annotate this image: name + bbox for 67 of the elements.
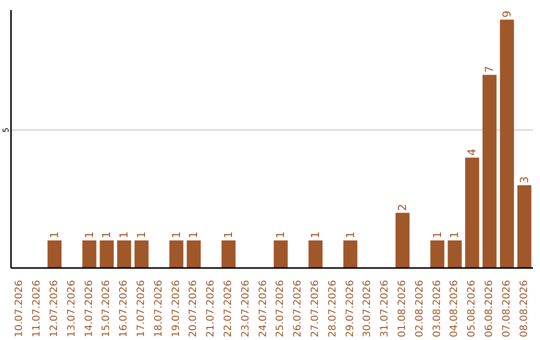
bar	[396, 212, 410, 268]
x-tick-label: 06.08.2026	[484, 280, 495, 338]
x-tick-label: 02.08.2026	[414, 280, 426, 338]
data-label: 7	[483, 66, 496, 73]
data-label: 9	[500, 10, 514, 18]
bar	[48, 240, 62, 268]
x-tick-label: 26.07.2026	[292, 280, 304, 338]
bar	[482, 74, 497, 268]
data-label: 1	[274, 231, 288, 238]
bar	[82, 240, 96, 268]
x-tick-label: 05.08.2026	[466, 280, 478, 338]
data-label: 1	[170, 231, 183, 238]
x-tick-label: 14.07.2026	[84, 280, 95, 338]
x-tick-label: 04.08.2026	[449, 280, 460, 338]
x-tick-label: 28.07.2026	[327, 280, 338, 338]
data-label: 1	[309, 231, 322, 238]
data-label: 3	[518, 176, 531, 184]
data-label: 1	[448, 231, 462, 238]
x-tick-label: 15.07.2026	[101, 280, 112, 338]
bar	[222, 240, 236, 268]
x-tick-label: 18.07.2026	[153, 280, 164, 338]
x-tick-label: 03.08.2026	[432, 280, 443, 338]
x-tick-label: 22.07.2026	[223, 280, 234, 338]
x-tick-label: 20.07.2026	[188, 280, 200, 338]
x-tick-label: 29.07.2026	[344, 280, 356, 338]
x-tick-label: 25.07.2026	[275, 280, 286, 338]
bar	[343, 240, 358, 268]
data-label: 1	[48, 231, 62, 238]
bar	[465, 158, 480, 268]
data-label: 1	[100, 231, 114, 238]
bar	[169, 240, 184, 268]
bar	[274, 240, 288, 268]
data-label: 1	[118, 231, 131, 238]
x-tick-label: 27.07.2026	[310, 280, 321, 338]
x-tick-label: 17.07.2026	[136, 280, 147, 338]
x-tick-label: 08.08.2026	[518, 280, 530, 338]
x-tick-label: 21.07.2026	[206, 280, 217, 338]
x-tick-label: 19.07.2026	[170, 280, 182, 338]
x-tick-label: 12.07.2026	[49, 280, 60, 338]
bar	[117, 240, 132, 268]
x-tick-label: 16.07.2026	[118, 280, 130, 338]
x-tick-label: 10.07.2026	[14, 280, 26, 338]
x-tick-label: 13.07.2026	[66, 280, 78, 338]
bar	[308, 240, 323, 268]
bar	[186, 240, 201, 268]
bar	[500, 20, 514, 268]
data-label: 1	[344, 231, 357, 238]
bar	[100, 240, 114, 268]
data-label: 1	[430, 231, 444, 238]
x-tick-label: 01.08.2026	[397, 280, 408, 338]
x-tick-label: 24.07.2026	[258, 280, 269, 338]
y-tick-label: 5	[2, 127, 10, 133]
bar	[134, 240, 149, 268]
x-tick-label: 07.08.2026	[501, 280, 512, 338]
data-label: 1	[135, 231, 148, 238]
bar	[517, 185, 532, 268]
data-label: 1	[187, 231, 200, 238]
x-tick-label: 23.07.2026	[240, 280, 252, 338]
data-label: 4	[466, 148, 479, 156]
data-label: 1	[82, 231, 96, 238]
bar	[448, 240, 462, 268]
x-tick-label: 30.07.2026	[362, 280, 374, 338]
bar	[430, 240, 444, 268]
x-tick-label: 31.07.2026	[380, 280, 391, 338]
x-tick-label: 11.07.2026	[32, 280, 43, 338]
data-label: 2	[396, 204, 410, 211]
data-label: 1	[222, 231, 236, 238]
